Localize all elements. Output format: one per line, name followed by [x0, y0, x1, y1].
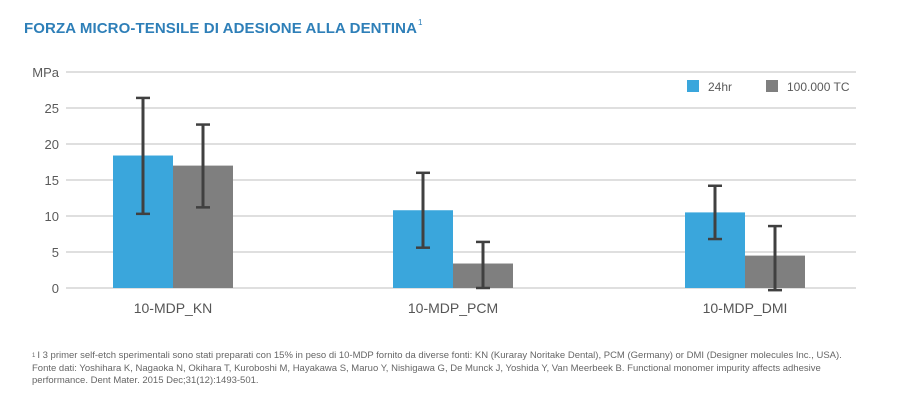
y-tick-label: 15: [45, 173, 59, 188]
chart-title: FORZA MICRO-TENSILE DI ADESIONE ALLA DEN…: [24, 18, 423, 37]
legend-label: 100.000 TC: [787, 80, 850, 94]
y-tick-label: 10: [45, 209, 59, 224]
legend-swatch: [766, 80, 778, 92]
y-axis-label: MPa: [32, 65, 60, 80]
x-tick-label: 10-MDP_KN: [134, 300, 213, 316]
legend-swatch: [687, 80, 699, 92]
y-tick-label: 5: [52, 245, 59, 260]
legend-label: 24hr: [708, 80, 732, 94]
y-tick-label: 0: [52, 281, 59, 296]
y-tick-label: 20: [45, 137, 59, 152]
x-tick-label: 10-MDP_PCM: [408, 300, 498, 316]
x-tick-label: 10-MDP_DMI: [703, 300, 788, 316]
y-tick-label: 25: [45, 101, 59, 116]
bar-chart: 0 5 10 15 20 25 MPa 10-MDP_KN 10-MDP_PCM 10-MDP_D…: [32, 65, 856, 316]
